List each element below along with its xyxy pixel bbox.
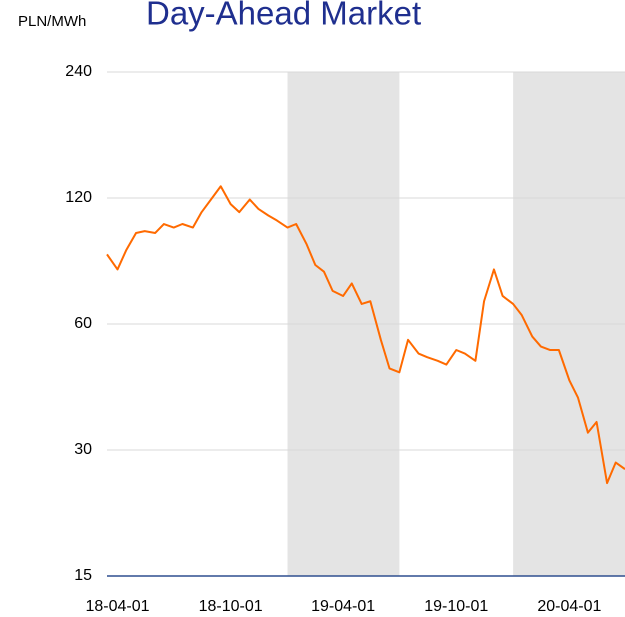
y-tick-label: 30	[74, 441, 92, 458]
y-unit: PLN/MWh	[18, 13, 86, 30]
x-tick-label: 20-04-01	[537, 598, 601, 615]
y-tick-label: 60	[74, 315, 92, 332]
x-tick-label: 18-10-01	[199, 598, 263, 615]
x-tick-label: 19-10-01	[424, 598, 488, 615]
y-tick-label: 240	[65, 63, 92, 80]
x-tick-label: 18-04-01	[85, 598, 149, 615]
x-tick-label: 19-04-01	[311, 598, 375, 615]
y-tick-label: 120	[65, 189, 92, 206]
series-line	[106, 185, 625, 485]
chart-title: Day-Ahead Market	[146, 0, 421, 32]
y-tick-label: 15	[74, 567, 92, 584]
